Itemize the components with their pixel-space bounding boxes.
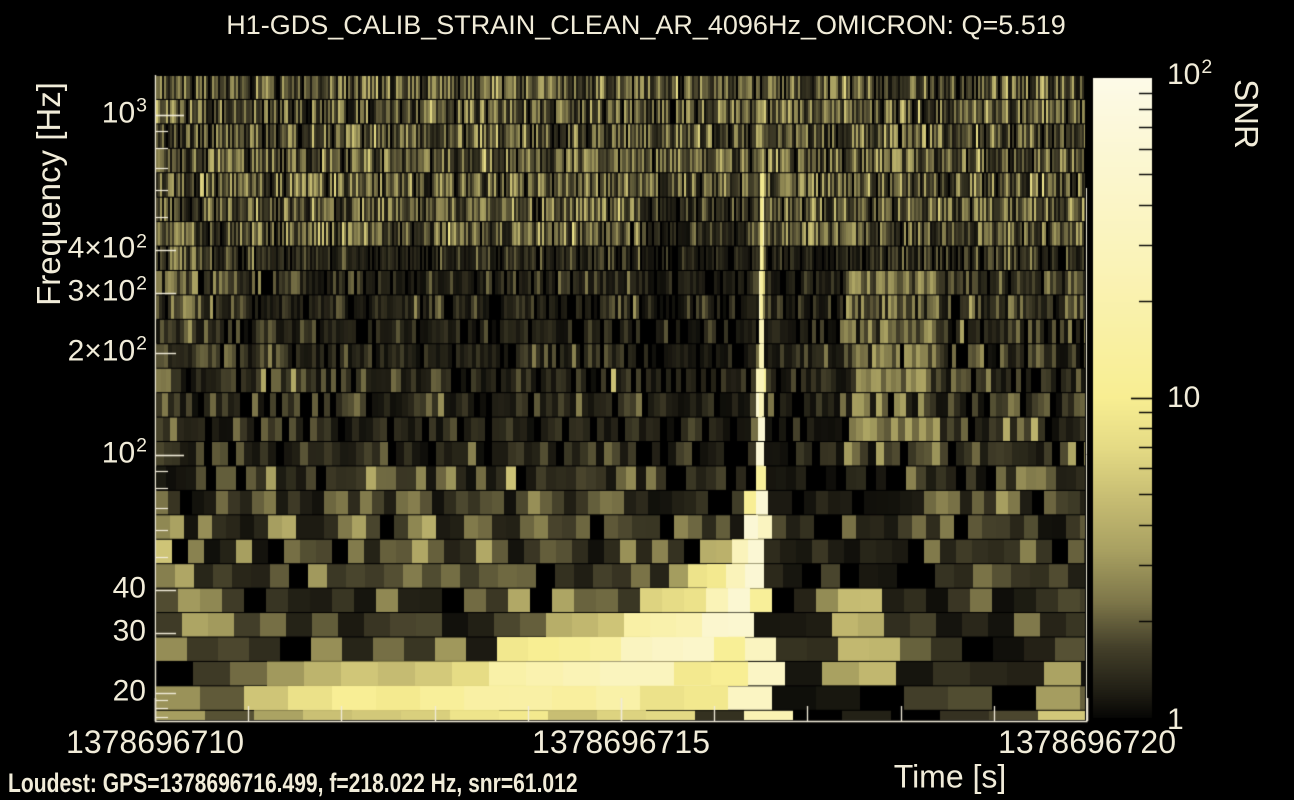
y-tick-label: 2×102 — [67, 332, 147, 368]
x-axis-label: Time [s] — [893, 758, 1007, 795]
y-tick-label: 30 — [112, 614, 146, 648]
y-axis-label: Frequency [Hz] — [30, 82, 67, 306]
y-tick-label: 3×102 — [67, 272, 147, 308]
plot-title: H1-GDS_CALIB_STRAIN_CLEAN_AR_4096Hz_OMIC… — [226, 10, 1066, 40]
loudest-event-caption: Loudest: GPS=1378696716.499, f=218.022 H… — [8, 768, 578, 798]
colorbar-tick-label: 1 — [1167, 703, 1184, 736]
y-tick-label: 102 — [101, 434, 147, 470]
colorbar-label: SNR — [1228, 79, 1265, 149]
colorbar-tick-label: 102 — [1167, 56, 1213, 91]
y-tick-label: 4×102 — [67, 230, 147, 265]
x-tick-label: 1378696720 — [998, 724, 1176, 760]
x-tick-label: 1378696715 — [532, 724, 710, 760]
y-tick-label: 20 — [112, 674, 146, 708]
x-tick-label: 1378696710 — [66, 724, 244, 760]
colorbar-tick-label: 10 — [1167, 380, 1201, 414]
y-tick-label: 103 — [101, 94, 147, 130]
y-tick-label: 40 — [112, 571, 146, 605]
